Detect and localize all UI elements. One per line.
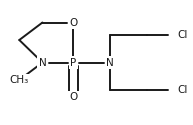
Text: CH₃: CH₃ (10, 75, 29, 85)
Text: N: N (39, 58, 46, 68)
Text: N: N (106, 58, 114, 68)
Text: O: O (69, 18, 77, 28)
Text: P: P (70, 58, 76, 68)
Text: O: O (69, 92, 77, 102)
Text: Cl: Cl (178, 85, 188, 95)
Text: Cl: Cl (178, 30, 188, 40)
